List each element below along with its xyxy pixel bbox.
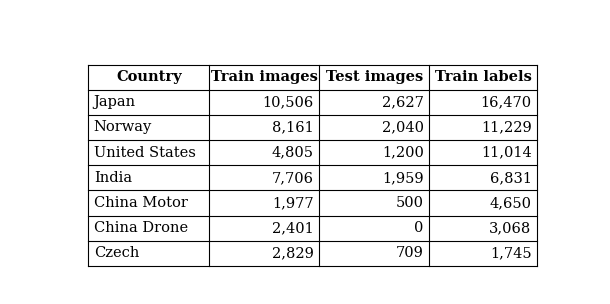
Text: 2,829: 2,829 [272,246,314,260]
Text: Czech: Czech [94,246,139,260]
Text: 2,401: 2,401 [272,221,314,235]
Text: 7,706: 7,706 [271,171,314,185]
Text: 709: 709 [396,246,424,260]
Text: 0: 0 [414,221,424,235]
Text: United States: United States [94,146,196,160]
Text: Norway: Norway [94,120,152,134]
Text: India: India [94,171,132,185]
Text: China Drone: China Drone [94,221,188,235]
Text: 4,650: 4,650 [489,196,531,210]
Text: Japan: Japan [94,95,136,109]
Text: Test images: Test images [326,70,423,84]
Text: 2,627: 2,627 [382,95,424,109]
Text: Train images: Train images [211,70,318,84]
Text: 4,805: 4,805 [271,146,314,160]
Text: 1,745: 1,745 [490,246,531,260]
Text: 11,229: 11,229 [481,120,531,134]
Text: 11,014: 11,014 [481,146,531,160]
Text: 1,200: 1,200 [382,146,424,160]
Text: 3,068: 3,068 [489,221,531,235]
Text: Country: Country [116,70,182,84]
Text: 2,040: 2,040 [382,120,424,134]
Text: 500: 500 [396,196,424,210]
Text: 16,470: 16,470 [481,95,531,109]
Text: Train labels: Train labels [435,70,532,84]
Text: 10,506: 10,506 [262,95,314,109]
Text: 6,831: 6,831 [489,171,531,185]
Text: 8,161: 8,161 [272,120,314,134]
Text: 1,977: 1,977 [272,196,314,210]
Text: 1,959: 1,959 [382,171,424,185]
Text: China Motor: China Motor [94,196,188,210]
